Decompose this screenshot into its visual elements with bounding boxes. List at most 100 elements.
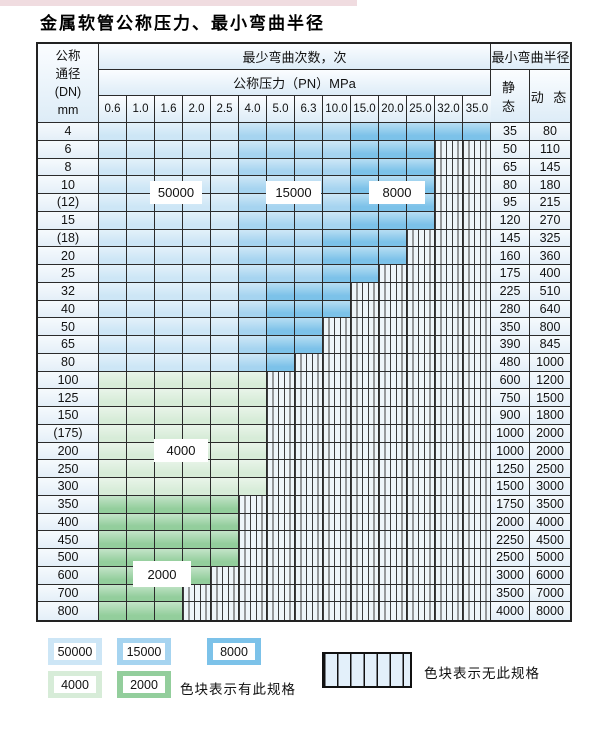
spec-cell-b2 <box>323 176 351 194</box>
table-row: 32 225 510 <box>38 282 570 301</box>
spec-cell-b1 <box>99 318 127 336</box>
spec-cell-b1 <box>155 282 183 301</box>
table-row: 600 3000 6000 <box>38 566 570 585</box>
no-spec-cell <box>323 336 351 354</box>
no-spec-cell <box>463 460 491 478</box>
no-spec-cell <box>435 318 463 336</box>
spec-cell-b1 <box>183 265 211 283</box>
no-spec-cell <box>407 602 435 620</box>
spec-cell-b2 <box>295 265 323 283</box>
spec-cell-b3 <box>295 318 323 336</box>
dn-cell: 300 <box>38 478 99 496</box>
spec-cell-g1 <box>239 371 267 390</box>
no-spec-cell <box>463 513 491 532</box>
spec-cell-g2 <box>99 602 127 620</box>
spec-cell-g1 <box>183 371 211 390</box>
spec-cell-b2 <box>239 158 267 177</box>
static-value-cell: 80 <box>491 176 530 194</box>
spec-cell-g1 <box>99 389 127 407</box>
spec-cell-b1 <box>155 158 183 177</box>
dn-cell: 20 <box>38 247 99 265</box>
static-value-cell: 2000 <box>491 513 530 532</box>
no-spec-cell <box>295 389 323 407</box>
no-spec-cell <box>407 247 435 265</box>
table-row: (175) 1000 2000 <box>38 424 570 443</box>
no-spec-cell <box>267 602 295 620</box>
dynamic-value-cell: 110 <box>530 140 570 159</box>
no-spec-cell <box>323 531 351 549</box>
dn-cell: 800 <box>38 602 99 620</box>
spec-cell-b2 <box>239 194 267 212</box>
dynamic-value-cell: 1800 <box>530 407 570 425</box>
no-spec-cell <box>351 389 379 407</box>
spec-cell-b1 <box>155 247 183 265</box>
dynamic-value-cell: 400 <box>530 265 570 283</box>
no-spec-cell <box>211 566 239 585</box>
table-row: 450 2250 4500 <box>38 531 570 549</box>
no-spec-cell <box>407 460 435 478</box>
no-spec-cell <box>379 549 407 567</box>
spec-cell-b3 <box>379 247 407 265</box>
zone-label-4000: 4000 <box>154 439 208 462</box>
spec-cell-g2 <box>127 495 155 514</box>
spec-cell-g2 <box>211 495 239 514</box>
spec-cell-b1 <box>99 300 127 319</box>
spec-cell-b3 <box>267 353 295 372</box>
static-value-cell: 350 <box>491 318 530 336</box>
dynamic-value-cell: 180 <box>530 176 570 194</box>
legend-chip-label: 50000 <box>54 643 96 660</box>
dn-cell: 32 <box>38 282 99 301</box>
spec-cell-b1 <box>127 265 155 283</box>
no-spec-cell <box>435 229 463 248</box>
spec-cell-g1 <box>239 478 267 496</box>
dynamic-value-cell: 7000 <box>530 584 570 603</box>
spec-cell-b1 <box>211 211 239 230</box>
spec-cell-g2 <box>127 602 155 620</box>
spec-cell-b1 <box>127 158 155 177</box>
spec-cell-b2 <box>267 265 295 283</box>
no-spec-cell <box>435 176 463 194</box>
no-spec-cell <box>323 318 351 336</box>
spec-cell-g1 <box>99 460 127 478</box>
table-body: 4 35 80 6 50 110 8 65 145 10 80 180 (12) 95 215 15 120 27… <box>38 123 570 620</box>
static-value-cell: 65 <box>491 158 530 177</box>
no-spec-cell <box>407 389 435 407</box>
no-spec-cell <box>323 602 351 620</box>
no-spec-cell <box>295 353 323 372</box>
table-row: 40 280 640 <box>38 300 570 319</box>
spec-cell-g1 <box>99 478 127 496</box>
min-radius-header: 最小弯曲半径 <box>491 44 570 70</box>
no-spec-cell <box>295 460 323 478</box>
spec-cell-g2 <box>155 602 183 620</box>
dynamic-value-cell: 270 <box>530 211 570 230</box>
no-spec-cell <box>435 211 463 230</box>
spec-cell-b1 <box>183 229 211 248</box>
spec-cell-b1 <box>127 247 155 265</box>
spec-cell-b1 <box>127 176 155 194</box>
no-spec-cell <box>463 495 491 514</box>
no-spec-cell <box>267 513 295 532</box>
spec-cell-g2 <box>155 531 183 549</box>
dynamic-value-cell: 1200 <box>530 371 570 390</box>
dynamic-value-cell: 360 <box>530 247 570 265</box>
dynamic-value-cell: 5000 <box>530 549 570 567</box>
spec-cell-b1 <box>99 194 127 212</box>
dn-cell: 700 <box>38 584 99 603</box>
no-spec-cell <box>435 424 463 443</box>
no-spec-cell <box>323 478 351 496</box>
table-row: 300 1500 3000 <box>38 478 570 496</box>
no-spec-cell <box>463 566 491 585</box>
legend-no-spec-label: 色块表示无此规格 <box>424 666 540 681</box>
dn-cell: 65 <box>38 336 99 354</box>
spec-cell-g1 <box>155 460 183 478</box>
spec-cell-b1 <box>99 247 127 265</box>
spec-cell-b3 <box>323 229 351 248</box>
spec-cell-g1 <box>99 407 127 425</box>
table-row: 400 2000 4000 <box>38 513 570 532</box>
dn-cell: 450 <box>38 531 99 549</box>
spec-cell-g1 <box>211 442 239 461</box>
pressure-col-header: 5.0 <box>267 96 295 122</box>
dn-cell: 125 <box>38 389 99 407</box>
no-spec-cell <box>379 460 407 478</box>
spec-cell-b1 <box>155 318 183 336</box>
